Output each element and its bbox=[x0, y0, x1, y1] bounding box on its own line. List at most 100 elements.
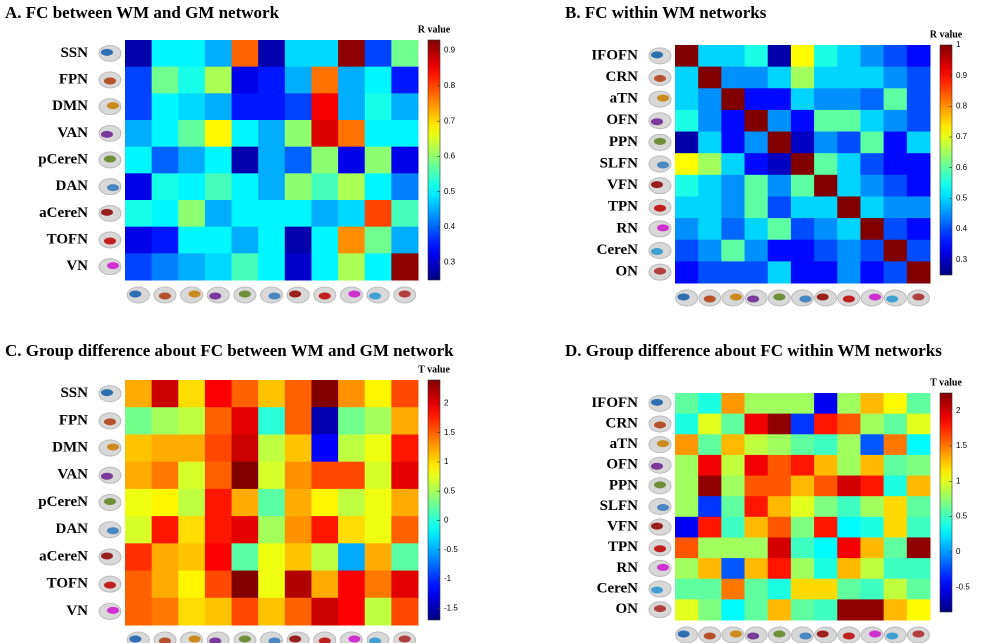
row-label: SSN bbox=[60, 385, 88, 401]
heatmap-cell bbox=[745, 517, 769, 538]
heatmap-cell bbox=[232, 543, 259, 571]
heatmap-cell bbox=[675, 579, 699, 600]
heatmap-cell bbox=[205, 489, 232, 517]
heatmap-cell bbox=[338, 67, 365, 94]
heatmap-cell bbox=[907, 218, 931, 240]
heatmap-cell bbox=[837, 88, 861, 110]
heatmap-cell bbox=[884, 537, 908, 558]
heatmap-cell bbox=[837, 599, 861, 620]
heatmap-cell bbox=[860, 110, 884, 132]
heatmap-cell bbox=[285, 571, 312, 599]
heatmap-cell bbox=[311, 380, 338, 408]
heatmap-cell bbox=[391, 516, 418, 544]
heatmap-cell bbox=[338, 543, 365, 571]
heatmap-cell bbox=[285, 67, 312, 94]
heatmap-cell bbox=[205, 253, 232, 280]
heatmap-cell bbox=[311, 434, 338, 462]
row-label: SLFN bbox=[600, 155, 639, 171]
heatmap-cell bbox=[232, 40, 259, 67]
heatmap-cell bbox=[258, 147, 285, 174]
brain-icon-region bbox=[348, 291, 360, 298]
heatmap-cell bbox=[338, 253, 365, 280]
heatmap-cell bbox=[125, 380, 152, 408]
heatmap-cell bbox=[675, 537, 699, 558]
heatmap-cell bbox=[338, 147, 365, 174]
heatmap-cell bbox=[125, 227, 152, 254]
heatmap-cell bbox=[791, 132, 815, 154]
heatmap-cell bbox=[745, 434, 769, 455]
heatmap-cell bbox=[675, 132, 699, 154]
heatmap-cell bbox=[907, 175, 931, 197]
heatmap-cell bbox=[232, 253, 259, 280]
heatmap-cell bbox=[837, 579, 861, 600]
brain-icon-region bbox=[129, 636, 141, 643]
heatmap-cell bbox=[285, 200, 312, 227]
heatmap-cell bbox=[884, 218, 908, 240]
heatmap-cell bbox=[178, 380, 205, 408]
heatmap-cell bbox=[837, 476, 861, 497]
brain-icon-region bbox=[869, 631, 881, 638]
row-label: DMN bbox=[52, 98, 88, 114]
heatmap-cell bbox=[814, 175, 838, 197]
heatmap-cell bbox=[837, 393, 861, 414]
heatmap-cell bbox=[907, 240, 931, 262]
brain-icon-region bbox=[189, 636, 201, 643]
colorbar-label: T value bbox=[418, 364, 450, 375]
heatmap-cell bbox=[232, 462, 259, 490]
brain-icon-region bbox=[348, 636, 360, 643]
heatmap-cell bbox=[152, 40, 179, 67]
heatmap-cell bbox=[884, 579, 908, 600]
brain-icon-region bbox=[912, 631, 924, 638]
heatmap-cell bbox=[721, 196, 745, 218]
brain-icon-region bbox=[654, 421, 666, 428]
row-label: OFN bbox=[606, 112, 638, 128]
row-label: SSN bbox=[60, 45, 88, 61]
heatmap-cell bbox=[814, 196, 838, 218]
heatmap-cell bbox=[125, 200, 152, 227]
heatmap-cell bbox=[258, 120, 285, 147]
heatmap-cell bbox=[768, 261, 792, 283]
heatmap-cell bbox=[884, 240, 908, 262]
heatmap-cell bbox=[675, 434, 699, 455]
heatmap-cell bbox=[205, 543, 232, 571]
heatmap-cell bbox=[365, 380, 392, 408]
row-label: DAN bbox=[56, 521, 89, 537]
heatmap-cell bbox=[907, 537, 931, 558]
brain-icon-region bbox=[654, 75, 666, 82]
heatmap-cell bbox=[768, 67, 792, 89]
heatmap-cell bbox=[365, 598, 392, 626]
heatmap-cell bbox=[205, 462, 232, 490]
heatmap-cell bbox=[152, 571, 179, 599]
brain-icon-region bbox=[678, 631, 690, 638]
heatmap-cell bbox=[791, 599, 815, 620]
heatmap-cell bbox=[338, 516, 365, 544]
heatmap-cell bbox=[205, 93, 232, 120]
row-label: VN bbox=[66, 258, 88, 274]
heatmap-cell bbox=[205, 40, 232, 67]
colorbar-tick-label: 0.5 bbox=[956, 193, 968, 202]
heatmap-cell bbox=[675, 393, 699, 414]
heatmap-cell bbox=[152, 173, 179, 200]
brain-icon-region bbox=[101, 473, 113, 480]
heatmap-cell bbox=[791, 218, 815, 240]
row-label: IFOFN bbox=[591, 395, 638, 411]
heatmap-cell bbox=[365, 93, 392, 120]
heatmap-cell bbox=[814, 218, 838, 240]
heatmap-cell bbox=[791, 455, 815, 476]
heatmap-cell bbox=[884, 414, 908, 435]
colorbar-tick-label: 1.5 bbox=[444, 428, 456, 437]
heatmap-cell bbox=[907, 153, 931, 175]
heatmap-cell bbox=[178, 40, 205, 67]
heatmap-cell bbox=[745, 67, 769, 89]
heatmap-cell bbox=[721, 455, 745, 476]
brain-icon-region bbox=[654, 605, 666, 612]
heatmap-cell bbox=[311, 543, 338, 571]
heatmap-cell bbox=[675, 240, 699, 262]
heatmap-cell bbox=[232, 93, 259, 120]
heatmap-cell bbox=[884, 434, 908, 455]
heatmap-cell bbox=[675, 196, 699, 218]
heatmap-cell bbox=[675, 153, 699, 175]
heatmap-cell bbox=[365, 462, 392, 490]
heatmap-cell bbox=[884, 175, 908, 197]
heatmap-cell bbox=[311, 571, 338, 599]
